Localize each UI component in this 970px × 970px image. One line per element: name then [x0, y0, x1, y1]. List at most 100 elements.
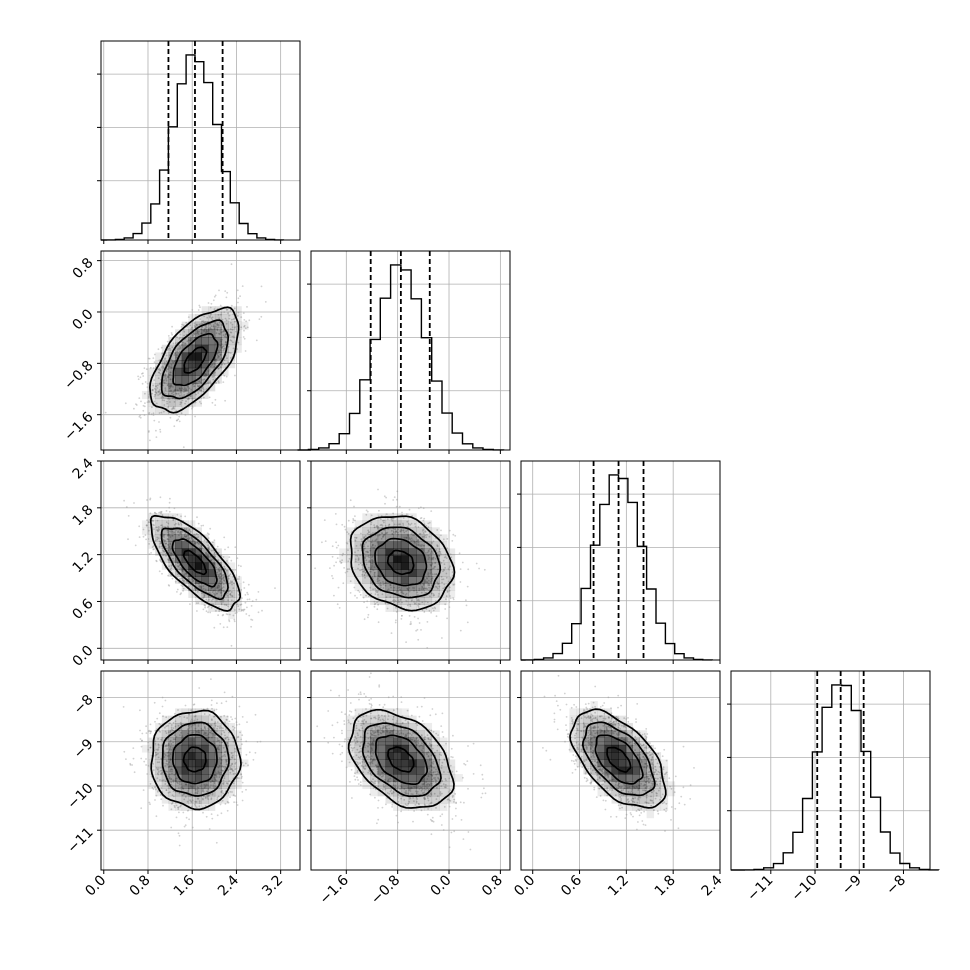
sample-point: [355, 737, 358, 740]
sample-point: [377, 818, 380, 821]
sample-point: [222, 590, 225, 593]
sample-point: [179, 401, 182, 404]
density-cell: [214, 795, 222, 804]
sample-point: [220, 769, 223, 772]
sample-point: [356, 741, 359, 743]
density-cell: [148, 383, 156, 392]
sample-point: [346, 568, 349, 571]
sample-point: [421, 586, 424, 589]
sample-point: [157, 748, 160, 750]
sample-point: [397, 597, 399, 599]
sample-point: [166, 349, 169, 351]
sample-point: [428, 772, 430, 775]
sample-point: [409, 621, 412, 623]
sample-point: [164, 525, 166, 528]
sample-point: [406, 537, 409, 539]
sample-point: [598, 768, 601, 771]
sample-point: [645, 781, 647, 784]
sample-point: [220, 600, 222, 603]
sample-point: [370, 560, 372, 562]
sample-point: [215, 325, 217, 328]
sample-point: [183, 391, 185, 393]
sample-point: [441, 792, 443, 795]
sample-point: [367, 737, 370, 740]
sample-point: [184, 389, 187, 392]
sample-point: [147, 538, 150, 540]
sample-point: [427, 797, 429, 800]
density-cell: [377, 590, 386, 598]
sample-point: [161, 514, 164, 517]
sample-point: [421, 536, 424, 538]
sample-point: [210, 559, 213, 562]
sample-point: [645, 796, 648, 799]
sample-point: [360, 543, 362, 545]
sample-point: [181, 569, 184, 572]
sample-point: [365, 559, 368, 562]
sample-point: [165, 369, 168, 372]
sample-point: [172, 553, 175, 556]
sample-point: [427, 755, 430, 758]
sample-point: [377, 621, 380, 624]
sample-point: [433, 566, 436, 568]
sample-point: [200, 389, 202, 392]
sample-point: [370, 780, 373, 783]
sample-point: [372, 543, 374, 546]
sample-point: [241, 597, 243, 599]
density-cell: [155, 730, 163, 738]
sample-point: [197, 536, 200, 538]
density-cell: [393, 576, 402, 584]
sample-point: [242, 312, 245, 314]
sample-point: [227, 361, 230, 364]
sample-point: [183, 573, 186, 576]
sample-point: [182, 446, 185, 449]
sample-point: [221, 363, 224, 366]
density-cell: [194, 548, 202, 556]
sample-point: [197, 533, 199, 536]
sample-point: [441, 637, 443, 639]
sample-point: [396, 786, 399, 789]
sample-point: [243, 325, 246, 328]
density-cell: [188, 583, 196, 591]
sample-point: [209, 380, 211, 382]
sample-point: [396, 600, 399, 603]
sample-point: [386, 518, 389, 520]
sample-point: [409, 605, 412, 607]
sample-point: [427, 584, 429, 586]
sample-point: [166, 529, 169, 532]
density-cell: [447, 766, 456, 775]
sample-point: [208, 598, 210, 601]
sample-point: [367, 545, 369, 548]
sample-point: [170, 765, 172, 768]
sample-point: [139, 416, 142, 419]
sample-point: [137, 375, 140, 378]
sample-point: [360, 750, 362, 753]
sample-point: [211, 719, 213, 721]
sample-point: [218, 741, 221, 744]
sample-point: [196, 792, 199, 794]
sample-point: [223, 565, 226, 568]
sample-point: [197, 787, 200, 789]
sample-point: [183, 798, 186, 801]
sample-point: [400, 810, 402, 813]
sample-point: [447, 771, 450, 774]
sample-point: [168, 565, 171, 568]
sample-point: [198, 687, 201, 689]
sample-point: [219, 600, 222, 603]
sample-point: [427, 772, 430, 774]
sample-point: [159, 369, 162, 372]
sample-point: [179, 721, 182, 724]
sample-point: [213, 365, 216, 368]
sample-point: [222, 334, 225, 336]
sample-point: [427, 785, 429, 788]
sample-point: [231, 754, 234, 757]
density-cell: [377, 583, 386, 591]
sample-point: [363, 768, 366, 770]
sample-point: [371, 555, 374, 558]
sample-point: [374, 593, 377, 595]
sample-point: [198, 585, 201, 587]
sample-point: [158, 545, 161, 548]
sample-point: [232, 728, 235, 731]
sample-point: [217, 586, 220, 589]
sample-point: [179, 734, 181, 736]
sample-point: [583, 726, 585, 728]
